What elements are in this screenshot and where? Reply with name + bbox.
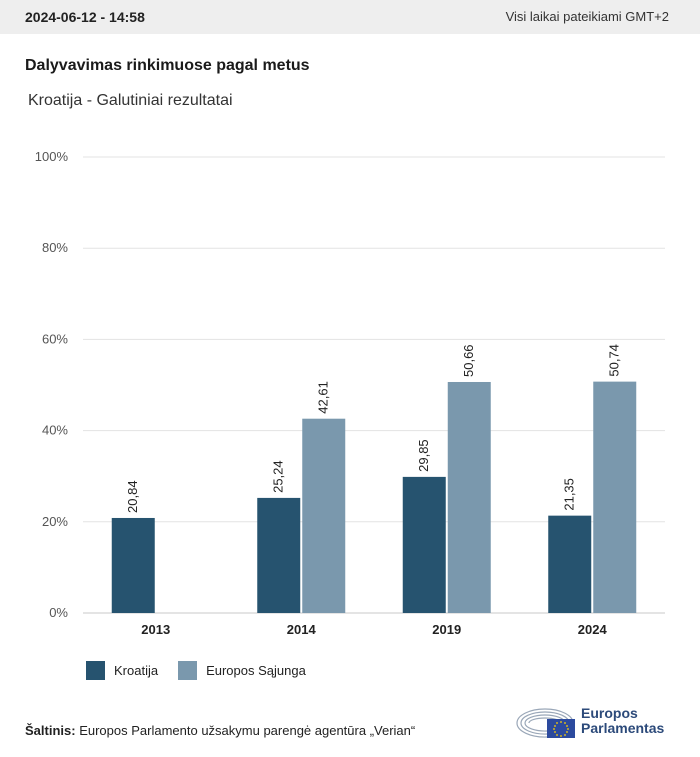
x-tick-label: 2014 — [287, 622, 317, 637]
legend-swatch-eu — [178, 661, 198, 680]
bar-eu — [593, 381, 637, 613]
bar-croatia — [548, 515, 592, 613]
legend-label-eu: Europos Sąjunga — [206, 663, 306, 678]
x-tick-label: 2013 — [141, 622, 170, 637]
data-label: 25,24 — [271, 460, 286, 493]
bar-croatia — [257, 497, 301, 613]
x-tick-label: 2019 — [432, 622, 461, 637]
data-label: 50,66 — [461, 344, 476, 377]
source-label: Šaltinis: — [25, 723, 76, 738]
y-tick-label: 60% — [42, 331, 68, 346]
logo-line-2: Parlamentas — [581, 720, 665, 736]
eu-flag-icon — [547, 719, 575, 738]
timezone-note: Visi laikai pateikiami GMT+2 — [505, 9, 669, 24]
x-tick-label: 2024 — [578, 622, 608, 637]
data-label: 42,61 — [316, 381, 331, 414]
source-note: Šaltinis: Europos Parlamento užsakymu pa… — [25, 723, 415, 738]
legend-item-eu: Europos Sąjunga — [178, 661, 306, 680]
report-timestamp: 2024-06-12 - 14:58 — [25, 9, 145, 25]
legend-item-croatia: Kroatija — [86, 661, 158, 680]
parliament-hemicycle-icon — [516, 708, 575, 738]
data-label: 20,84 — [125, 480, 140, 513]
bar-eu — [447, 381, 491, 613]
source-text: Europos Parlamento užsakymu parengė agen… — [75, 723, 416, 738]
data-label: 21,35 — [562, 478, 577, 511]
chart-title: Dalyvavimas rinkimuose pagal metus — [25, 57, 310, 74]
chart-subtitle: Kroatija - Galutiniai rezultatai — [28, 92, 233, 109]
bar-croatia — [111, 517, 155, 613]
legend-label-croatia: Kroatija — [114, 663, 159, 678]
chart-legend: Kroatija Europos Sąjunga — [86, 661, 326, 680]
data-label: 50,74 — [607, 344, 622, 377]
bar-eu — [302, 418, 346, 613]
logo-line-1: Europos — [581, 705, 638, 721]
bar-chart: 0% 20% 40% 60% 80% 100% 20,84 2013 25,24 42,61 201… — [35, 149, 665, 637]
bar-croatia — [402, 476, 446, 613]
legend-swatch-croatia — [86, 661, 105, 680]
y-tick-label: 0% — [49, 605, 68, 620]
y-tick-label: 20% — [42, 514, 68, 529]
y-tick-label: 100% — [35, 149, 69, 164]
european-parliament-logo: Europos Parlamentas — [513, 703, 664, 739]
y-tick-label: 40% — [42, 423, 68, 438]
data-label: 29,85 — [416, 439, 431, 472]
top-bar: 2024-06-12 - 14:58 Visi laikai pateikiam… — [0, 0, 700, 34]
y-tick-label: 80% — [42, 240, 68, 255]
